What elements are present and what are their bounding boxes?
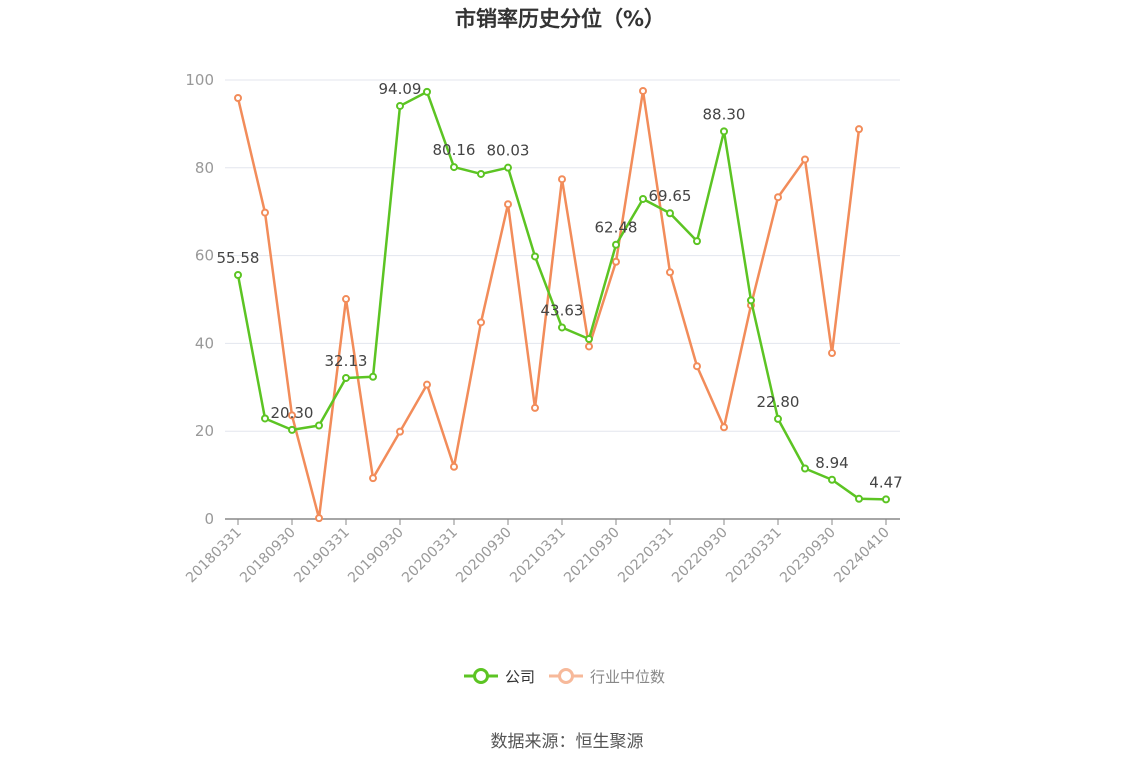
chart-title: 市销率历史分位（%） <box>455 7 665 31</box>
data-point[interactable] <box>477 169 485 178</box>
y-tick-label: 0 <box>204 510 214 528</box>
data-point[interactable] <box>774 414 782 423</box>
data-point[interactable] <box>396 101 404 110</box>
y-tick-label: 80 <box>195 159 214 177</box>
x-tick-label: 20190331 <box>291 525 353 587</box>
data-label: 22.80 <box>757 393 800 411</box>
data-point[interactable] <box>288 425 296 434</box>
data-point[interactable] <box>639 86 647 95</box>
data-point[interactable] <box>828 475 836 484</box>
data-point[interactable] <box>639 194 647 203</box>
x-tick-label: 20200930 <box>453 525 515 587</box>
data-point[interactable] <box>396 427 404 436</box>
y-axis: 0 20 40 60 80 100 <box>185 71 214 528</box>
data-point[interactable] <box>342 373 350 382</box>
data-point[interactable] <box>504 200 512 209</box>
data-source: 数据来源：恒生聚源 <box>491 732 644 752</box>
series-layer <box>234 86 890 523</box>
legend-item-company[interactable]: 公司 <box>464 668 535 686</box>
data-point[interactable] <box>612 257 620 266</box>
data-point[interactable] <box>315 514 323 523</box>
x-tick-label: 20240410 <box>831 525 893 587</box>
legend-label: 行业中位数 <box>590 668 665 686</box>
data-label: 62.48 <box>595 219 638 237</box>
data-point[interactable] <box>855 125 863 134</box>
data-point[interactable] <box>666 209 674 218</box>
data-point[interactable] <box>558 175 566 184</box>
x-tick-label: 20220930 <box>669 525 731 587</box>
legend: 公司 行业中位数 <box>464 668 665 686</box>
y-tick-label: 100 <box>185 71 214 89</box>
data-point[interactable] <box>666 268 674 277</box>
data-point[interactable] <box>828 349 836 358</box>
data-point[interactable] <box>531 403 539 412</box>
data-label: 55.58 <box>217 249 260 267</box>
data-labels: 55.58 20.30 32.13 94.09 80.16 80.03 43.63 62.48… <box>217 80 903 491</box>
data-label: 20.30 <box>271 404 314 422</box>
data-point[interactable] <box>450 462 458 471</box>
series-company <box>234 87 890 504</box>
data-label: 94.09 <box>379 80 422 98</box>
x-tick-label: 20180331 <box>183 525 245 587</box>
data-point[interactable] <box>720 127 728 136</box>
data-label: 80.16 <box>433 141 476 159</box>
data-point[interactable] <box>477 318 485 327</box>
series-line <box>236 90 887 501</box>
legend-marker <box>473 668 489 684</box>
y-tick-label: 40 <box>195 334 214 352</box>
data-point[interactable] <box>261 208 269 217</box>
data-point[interactable] <box>774 193 782 202</box>
data-point[interactable] <box>261 414 269 423</box>
data-label: 69.65 <box>649 187 692 205</box>
x-tick-label: 20210930 <box>561 525 623 587</box>
data-point[interactable] <box>801 155 809 164</box>
data-point[interactable] <box>288 411 296 420</box>
data-point[interactable] <box>693 362 701 371</box>
data-point[interactable] <box>855 494 863 503</box>
data-point[interactable] <box>369 474 377 483</box>
data-label: 80.03 <box>487 142 530 160</box>
data-point[interactable] <box>342 295 350 304</box>
data-label: 43.63 <box>541 301 584 319</box>
data-point[interactable] <box>234 271 242 280</box>
data-label: 8.94 <box>815 454 848 472</box>
x-tick-label: 20220331 <box>615 525 677 587</box>
data-label: 32.13 <box>325 352 368 370</box>
x-tick-label: 20210331 <box>507 525 569 587</box>
data-point[interactable] <box>504 163 512 172</box>
data-label: 4.47 <box>869 473 902 491</box>
data-point[interactable] <box>531 252 539 261</box>
data-point[interactable] <box>747 296 755 305</box>
data-point[interactable] <box>801 464 809 473</box>
grid-lines <box>225 79 900 432</box>
data-point[interactable] <box>423 380 431 389</box>
data-point[interactable] <box>720 423 728 432</box>
x-tick-label: 20190930 <box>345 525 407 587</box>
data-point[interactable] <box>315 421 323 430</box>
legend-item-industry-median[interactable]: 行业中位数 <box>549 668 665 686</box>
data-point[interactable] <box>882 495 890 504</box>
x-tick-label: 20230331 <box>723 525 785 587</box>
legend-label: 公司 <box>505 668 535 686</box>
data-point[interactable] <box>693 237 701 246</box>
data-point[interactable] <box>585 342 593 351</box>
y-tick-label: 60 <box>195 247 214 265</box>
x-tick-label: 20200331 <box>399 525 461 587</box>
data-point[interactable] <box>558 323 566 332</box>
y-tick-label: 20 <box>195 422 214 440</box>
x-axis: 2018033120180930201903312019093020200331… <box>183 518 900 587</box>
legend-marker <box>558 668 574 684</box>
data-label: 88.30 <box>703 105 746 123</box>
x-tick-label: 20180930 <box>237 525 299 587</box>
data-point[interactable] <box>585 335 593 344</box>
data-point[interactable] <box>423 87 431 96</box>
x-tick-label: 20230930 <box>777 525 839 587</box>
data-point[interactable] <box>369 372 377 381</box>
data-point[interactable] <box>612 240 620 249</box>
data-point[interactable] <box>450 163 458 172</box>
data-point[interactable] <box>234 93 242 102</box>
